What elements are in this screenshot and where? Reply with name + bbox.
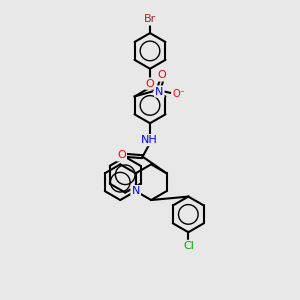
Text: O⁻: O⁻ [172, 89, 185, 99]
Text: O: O [158, 70, 166, 80]
Text: N: N [131, 186, 140, 196]
Text: Br: Br [144, 14, 156, 25]
Text: O: O [117, 150, 126, 161]
Text: NH: NH [140, 135, 157, 145]
Text: Cl: Cl [183, 241, 194, 251]
Text: N: N [155, 86, 164, 97]
Text: O: O [146, 79, 154, 88]
